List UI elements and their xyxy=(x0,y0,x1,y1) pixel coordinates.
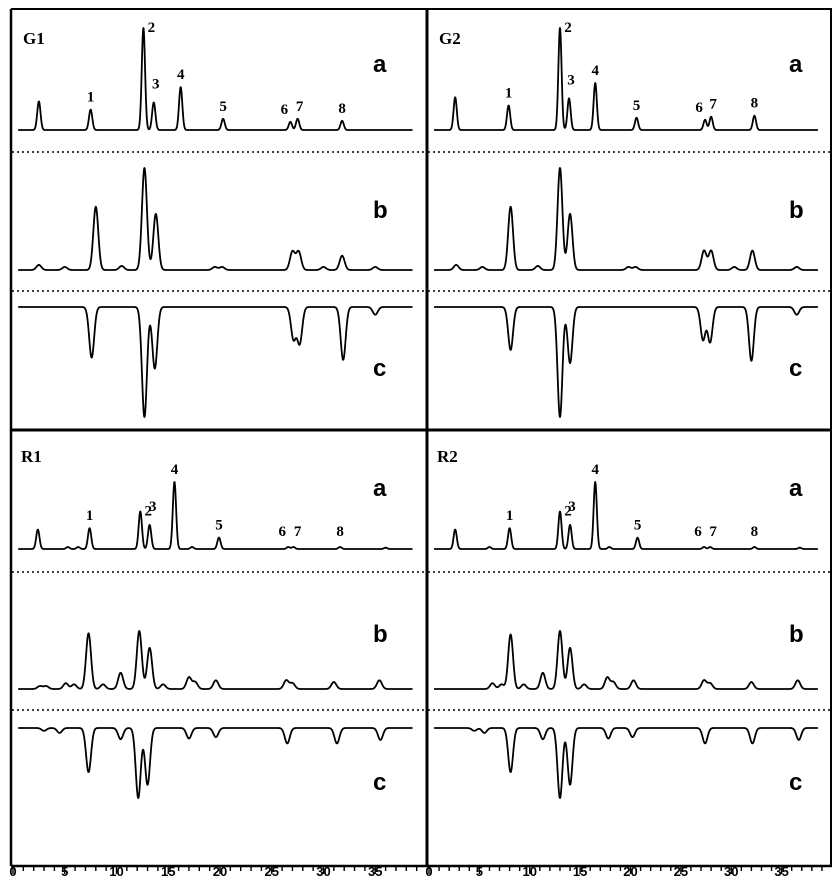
tick-label: 5 xyxy=(61,864,68,879)
tick-label: 0 xyxy=(9,864,16,879)
trace-a xyxy=(17,27,414,131)
tick-label: 35 xyxy=(368,864,382,879)
trace-a xyxy=(433,481,819,550)
trace-label-a: a xyxy=(373,475,387,502)
tick-label: 25 xyxy=(674,864,688,879)
trace-a xyxy=(433,27,819,131)
panel-label: R1 xyxy=(21,447,42,466)
trace-label-b: b xyxy=(373,621,388,648)
peak-label-1: 1 xyxy=(505,86,513,102)
trace-label-a: a xyxy=(789,475,803,502)
trace-label-b: b xyxy=(373,197,388,224)
tick-label: 0 xyxy=(425,864,432,879)
trace-b xyxy=(433,630,819,690)
peak-label-7: 7 xyxy=(709,97,717,113)
peak-label-2: 2 xyxy=(145,504,153,520)
tick-label: 15 xyxy=(573,864,587,879)
peak-label-3: 3 xyxy=(567,72,575,88)
peak-label-4: 4 xyxy=(171,462,179,478)
peak-label-1: 1 xyxy=(86,508,94,524)
trace-a xyxy=(17,481,414,550)
trace-label-b: b xyxy=(789,621,804,648)
panel-label: R2 xyxy=(437,447,458,466)
trace-label-a: a xyxy=(789,51,803,78)
peak-label-7: 7 xyxy=(709,524,717,540)
tick-label: 30 xyxy=(724,864,738,879)
peak-label-2: 2 xyxy=(564,20,572,36)
tick-label: 5 xyxy=(476,864,483,879)
peak-label-1: 1 xyxy=(506,508,514,524)
peak-label-6: 6 xyxy=(695,100,703,116)
peak-label-3: 3 xyxy=(152,77,160,93)
trace-b xyxy=(17,630,414,690)
tick-label: 20 xyxy=(623,864,637,879)
peak-label-6: 6 xyxy=(279,524,287,540)
trace-b xyxy=(17,167,414,271)
trace-c xyxy=(433,727,819,799)
tick-label: 20 xyxy=(213,864,227,879)
peak-label-7: 7 xyxy=(294,524,302,540)
tick-label: 25 xyxy=(265,864,279,879)
peak-label-4: 4 xyxy=(591,462,599,478)
trace-c xyxy=(17,306,414,418)
peak-label-5: 5 xyxy=(634,518,642,534)
peak-label-8: 8 xyxy=(751,524,759,540)
peak-label-7: 7 xyxy=(296,99,304,115)
tick-label: 30 xyxy=(316,864,330,879)
peak-label-1: 1 xyxy=(87,90,95,106)
tick-label: 10 xyxy=(109,864,123,879)
peak-label-6: 6 xyxy=(694,524,702,540)
peak-label-4: 4 xyxy=(177,67,185,83)
tick-label: 35 xyxy=(774,864,788,879)
peak-label-8: 8 xyxy=(751,96,759,112)
trace-label-c: c xyxy=(789,355,802,382)
peak-label-3: 3 xyxy=(568,499,576,515)
trace-c xyxy=(433,306,819,418)
trace-b xyxy=(433,167,819,271)
trace-label-c: c xyxy=(373,355,386,382)
peak-label-5: 5 xyxy=(215,518,223,534)
peak-label-6: 6 xyxy=(281,102,289,118)
peak-label-2: 2 xyxy=(564,504,572,520)
tick-label: 10 xyxy=(523,864,537,879)
trace-label-c: c xyxy=(373,769,386,796)
panel-label: G2 xyxy=(439,29,461,48)
peak-label-2: 2 xyxy=(148,20,156,36)
tick-label: 15 xyxy=(161,864,175,879)
panel-g1: G1 a b c 1 2 3 4 5 6 7 8 xyxy=(12,20,426,418)
trace-label-b: b xyxy=(789,197,804,224)
panel-label: G1 xyxy=(23,29,45,48)
peak-label-5: 5 xyxy=(219,99,227,115)
trace-label-a: a xyxy=(373,51,387,78)
peak-label-8: 8 xyxy=(338,101,346,117)
trace-label-c: c xyxy=(789,769,802,796)
trace-c xyxy=(17,727,414,799)
peak-label-5: 5 xyxy=(633,98,641,114)
peak-label-8: 8 xyxy=(336,524,344,540)
panel-g2: G2 a b c 1 2 34 5 6 7 8 xyxy=(428,20,831,418)
peak-label-4: 4 xyxy=(591,63,599,79)
x-axis: 0 5 10 15 20 25 30 35 0 5 10 15 20 25 30 35 xyxy=(9,864,823,879)
peak-label-3: 3 xyxy=(149,499,157,515)
